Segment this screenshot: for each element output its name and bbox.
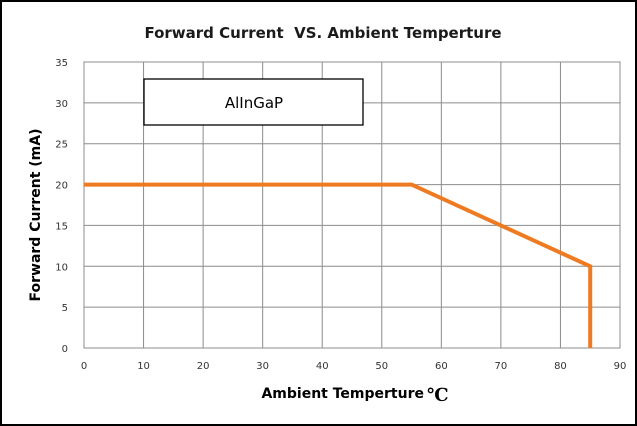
series-line — [84, 182, 593, 348]
y-tick-label: 25 — [55, 140, 68, 151]
x-tick-label: 20 — [197, 361, 210, 372]
x-tick-label: 50 — [375, 361, 388, 372]
y-axis-title: Forward Current (mA) — [28, 129, 44, 302]
x-tick-label: 10 — [137, 361, 150, 372]
x-tick-label: 80 — [554, 361, 567, 372]
y-tick-label: 35 — [55, 58, 68, 69]
x-tick-label: 70 — [495, 361, 508, 372]
x-tick-label: 30 — [256, 361, 269, 372]
y-tick-label: 15 — [55, 221, 68, 232]
y-tick-label: 5 — [62, 303, 68, 314]
y-tick-label: 0 — [62, 344, 68, 355]
y-tick-label: 10 — [55, 262, 68, 273]
annotation-label: AlInGaP — [225, 94, 283, 112]
x-axis-title-group: Ambient Temperture ℃ — [261, 385, 448, 406]
annotation-box: AlInGaP — [143, 78, 364, 126]
chart-title: Forward Current VS. Ambient Temperture — [144, 24, 501, 42]
y-tick-label: 20 — [55, 181, 68, 192]
x-tick-label: 90 — [614, 361, 627, 372]
y-tick-labels: 0 5 10 15 20 25 30 35 — [55, 58, 68, 355]
x-tick-label: 0 — [81, 361, 87, 372]
x-axis-title: Ambient Temperture — [261, 386, 424, 402]
y-tick-label: 30 — [55, 99, 68, 110]
x-tick-label: 40 — [316, 361, 329, 372]
x-axis-unit: ℃ — [427, 385, 449, 406]
series-layer — [84, 182, 593, 348]
x-tick-label: 60 — [435, 361, 448, 372]
x-tick-labels: 0 10 20 30 40 50 60 70 80 90 — [81, 361, 627, 372]
